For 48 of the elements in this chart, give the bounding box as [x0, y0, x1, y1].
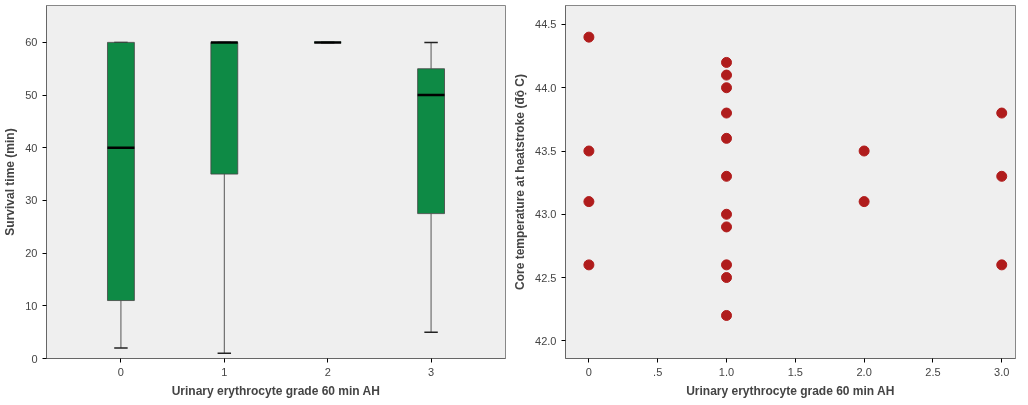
point: [721, 208, 733, 220]
y-tick-label: 60: [25, 36, 38, 49]
point: [721, 259, 733, 271]
y-tick-label: 43.5: [535, 145, 557, 157]
point: [721, 132, 733, 144]
x-tick-label: 3.0: [994, 365, 1010, 378]
point: [858, 196, 870, 208]
y-tick-label: 20: [25, 247, 38, 260]
point: [583, 31, 595, 43]
point: [721, 69, 733, 81]
y-tick-label: 40: [25, 141, 38, 154]
point: [721, 82, 733, 94]
point: [996, 170, 1008, 182]
y-tick-label: 44.5: [535, 18, 557, 31]
point: [721, 221, 733, 233]
y-tick-label: 50: [25, 89, 38, 102]
y-tick-label: 30: [25, 194, 38, 207]
x-tick-label: 3: [428, 365, 435, 378]
point: [996, 259, 1008, 271]
y-tick-label: 42.0: [535, 334, 557, 347]
point: [583, 145, 595, 157]
x-tick-label: .5: [653, 365, 663, 378]
y-axis-title: Core temperature at heatstroke (độ C): [513, 73, 528, 291]
x-tick-label: 0: [585, 365, 592, 378]
point: [721, 56, 733, 68]
y-axis-title: Survival time (min): [3, 128, 18, 236]
x-tick-label: 1: [221, 365, 228, 378]
y-tick-label: 10: [25, 299, 38, 312]
x-tick-label: 2: [324, 365, 331, 378]
point: [583, 259, 595, 271]
y-tick-label: 44.0: [535, 81, 557, 94]
x-tick-label: 0: [117, 365, 124, 378]
y-tick-label: 0: [31, 352, 38, 365]
x-tick-label: 2.5: [925, 365, 941, 378]
x-tick-label: 1.5: [787, 365, 803, 378]
point: [721, 170, 733, 182]
point: [721, 107, 733, 119]
point: [721, 309, 733, 321]
x-tick-label: 1.0: [718, 365, 735, 378]
x-axis-title: Urinary erythrocyte grade 60 min AH: [686, 383, 895, 398]
y-tick-label: 42.5: [535, 271, 557, 284]
point: [721, 272, 733, 284]
y-tick-label: 43.0: [535, 208, 557, 221]
point: [583, 196, 595, 208]
point: [858, 145, 870, 157]
x-tick-label: 2.0: [856, 365, 872, 378]
point: [996, 107, 1008, 119]
x-axis-title: Urinary erythrocyte grade 60 min AH: [171, 383, 380, 398]
